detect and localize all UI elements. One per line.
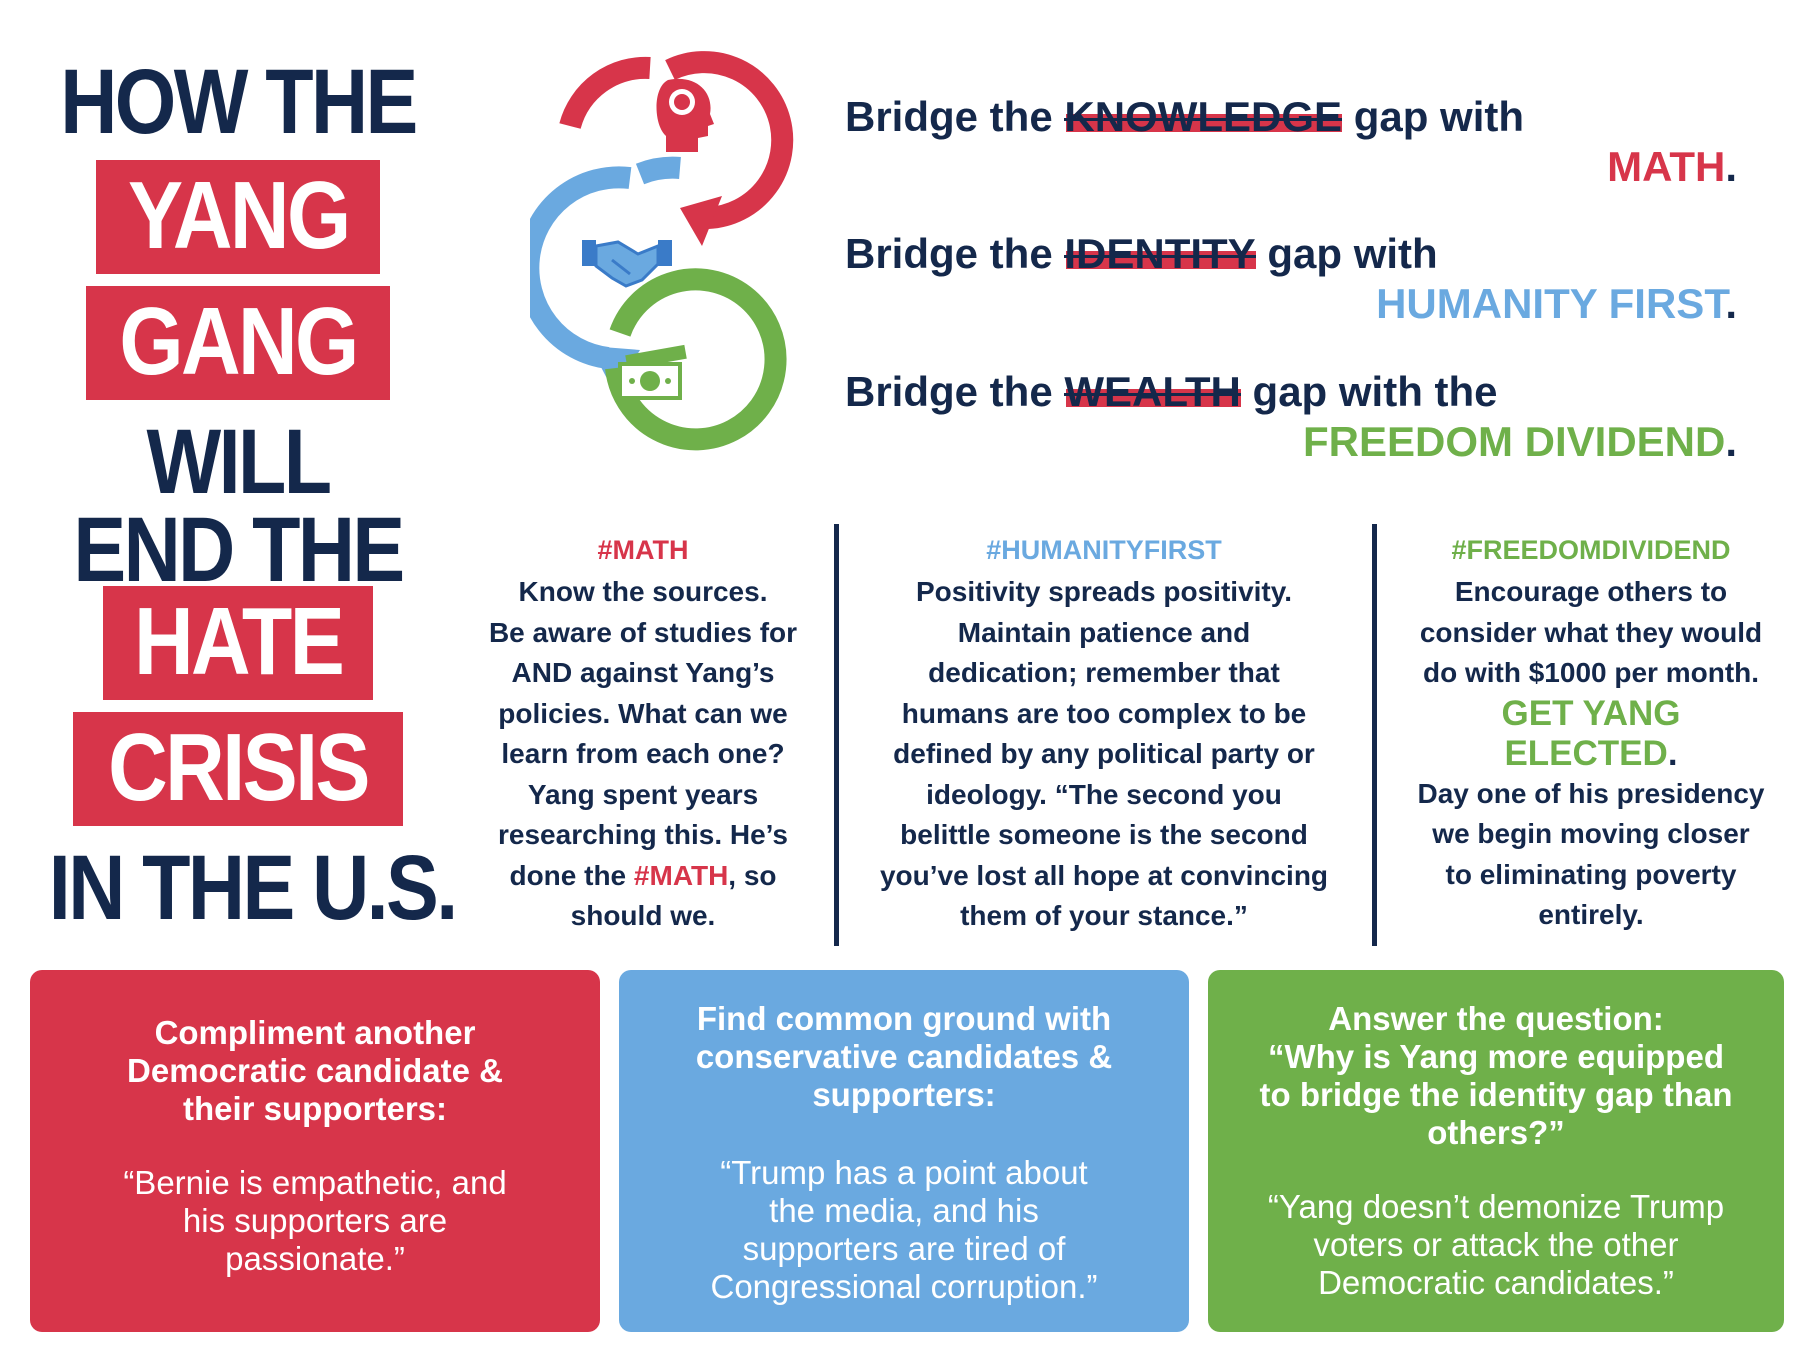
bridge-post: gap with: [1267, 230, 1438, 277]
money-stack-icon: [618, 344, 687, 400]
headline-line-will: WILL: [146, 411, 332, 513]
headline-box-gang: GANG: [18, 286, 458, 400]
bridge-solution: MATH: [1607, 143, 1726, 190]
headline-box-hate: HATE: [18, 586, 458, 700]
card-compliment: Compliment another Democratic candidate …: [30, 970, 600, 1332]
column-divider: [834, 524, 839, 946]
bridge-gap-word: WEALTH: [1064, 368, 1241, 415]
card-common-ground: Find common ground with conservative can…: [619, 970, 1189, 1332]
bridge-gap-word: IDENTITY: [1064, 230, 1257, 277]
brain-head-icon: [656, 78, 714, 152]
card-heading: Compliment another Democratic candidate …: [127, 1014, 503, 1127]
bridge-post: gap with: [1353, 93, 1525, 140]
bridge-pre: Bridge the: [845, 230, 1053, 277]
column-math: #MATH Know the sources. Be aware of stud…: [468, 532, 818, 937]
bridge-knowledge: Bridge the KNOWLEDGE gap with MATH.: [845, 93, 1737, 190]
bridge-solution: FREEDOM DIVIDEND: [1302, 418, 1726, 465]
bridge-pre: Bridge the: [845, 368, 1053, 415]
column-divider: [1372, 524, 1377, 946]
hashtag-math: #MATH: [597, 535, 689, 565]
column-freedom-dividend: #FREEDOMDIVIDEND Encourage others to con…: [1386, 532, 1796, 936]
bridge-wealth: Bridge the WEALTH gap with the FREEDOM D…: [845, 368, 1737, 465]
hashtag-freedomdividend: #FREEDOMDIVIDEND: [1451, 535, 1731, 565]
bridge-identity: Bridge the IDENTITY gap with HUMANITY FI…: [845, 230, 1737, 327]
cycle-graphic: [530, 51, 794, 451]
bridge-post: gap with the: [1252, 368, 1498, 415]
card-heading: Find common ground with conservative can…: [695, 1000, 1113, 1113]
green-ring-icon: [605, 268, 787, 451]
headline-box-crisis: CRISIS: [18, 712, 458, 826]
hashtag-humanityfirst: #HUMANITYFIRST: [986, 535, 1222, 565]
handshake-icon: [582, 240, 672, 288]
card-quote: “Yang doesn’t demonize Trump voters or a…: [1267, 1188, 1725, 1301]
bridge-pre: Bridge the: [845, 93, 1053, 140]
headline-line-end-the: END THE: [73, 499, 405, 601]
headline-line-in-the-us: IN THE U.S.: [48, 837, 458, 939]
card-heading: Answer the question: “Why is Yang more e…: [1259, 1000, 1733, 1151]
headline-line-how-the: HOW THE: [60, 51, 418, 153]
bridge-gap-word: KNOWLEDGE: [1064, 93, 1343, 140]
card-quote: “Bernie is empathetic, and his supporter…: [123, 1164, 507, 1277]
column-humanity-first: #HUMANITYFIRST Positivity spreads positi…: [850, 532, 1358, 937]
red-arrow-icon: [559, 51, 794, 246]
get-yang-elected: GET YANG: [1501, 693, 1681, 733]
bridge-solution: HUMANITY FIRST: [1376, 280, 1726, 327]
headline-box-yang: YANG: [18, 160, 458, 274]
card-answer-question: Answer the question: “Why is Yang more e…: [1208, 970, 1784, 1332]
card-quote: “Trump has a point about the media, and …: [710, 1154, 1098, 1305]
hashtag-math-inline: #MATH: [633, 859, 729, 891]
